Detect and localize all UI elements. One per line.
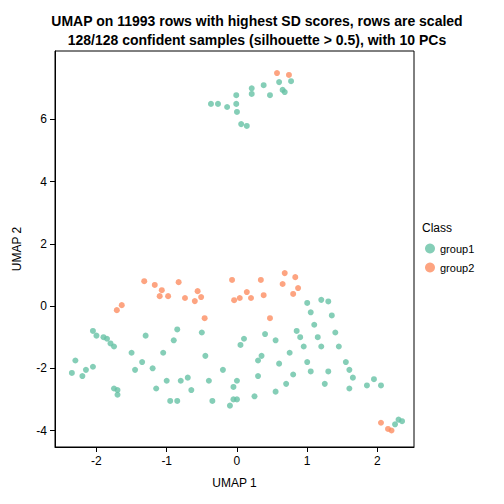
svg-text:-2: -2 xyxy=(36,361,47,375)
svg-text:UMAP 2: UMAP 2 xyxy=(10,226,24,271)
svg-text:4: 4 xyxy=(40,175,47,189)
svg-text:Class: Class xyxy=(422,221,452,235)
svg-text:UMAP 1: UMAP 1 xyxy=(212,476,257,490)
svg-text:-4: -4 xyxy=(36,424,47,438)
svg-text:2: 2 xyxy=(40,237,47,251)
svg-text:0: 0 xyxy=(234,454,241,468)
svg-text:-1: -1 xyxy=(161,454,172,468)
svg-text:group1: group1 xyxy=(440,243,474,255)
svg-text:0: 0 xyxy=(40,299,47,313)
svg-text:UMAP on 11993 rows with highes: UMAP on 11993 rows with highest SD score… xyxy=(51,13,462,29)
svg-text:6: 6 xyxy=(40,112,47,126)
svg-text:1: 1 xyxy=(304,454,311,468)
svg-text:-2: -2 xyxy=(91,454,102,468)
svg-text:128/128 confident samples (sil: 128/128 confident samples (silhouette > … xyxy=(68,32,447,48)
svg-text:group2: group2 xyxy=(440,262,474,274)
svg-text:2: 2 xyxy=(374,454,381,468)
